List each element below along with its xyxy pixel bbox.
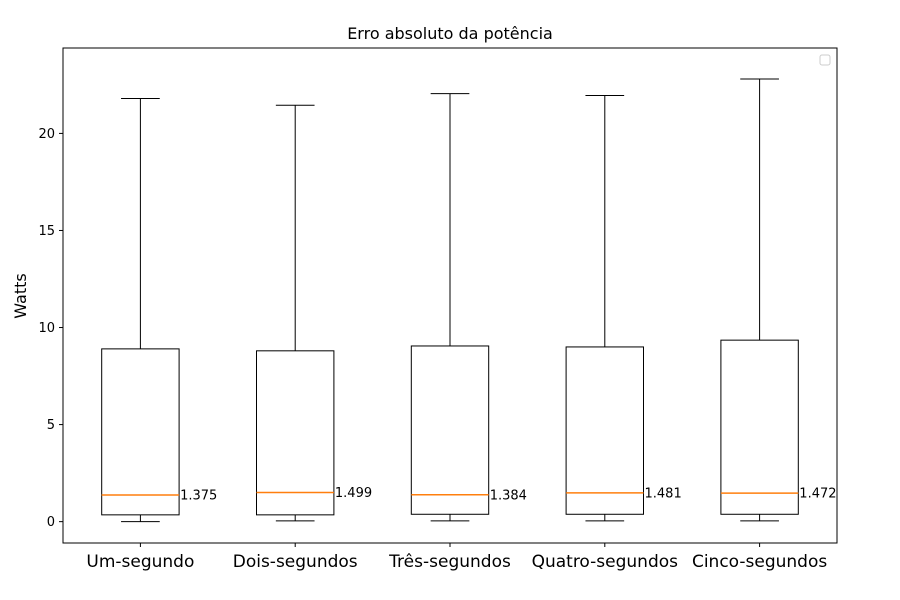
box-2: 1.499 xyxy=(256,104,372,522)
x-tick-label: Cinco-segundos xyxy=(692,552,827,572)
median-label: 1.375 xyxy=(180,488,217,503)
median-label: 1.481 xyxy=(645,486,682,501)
box-iqr xyxy=(410,345,490,515)
x-axis: Um-segundo Dois-segundos Três-segundos Quat… xyxy=(86,543,827,572)
box-iqr xyxy=(720,339,799,515)
x-tick-label: Quatro-segundos xyxy=(532,552,679,572)
y-tick-label: 15 xyxy=(38,224,55,239)
box-4: 1.481 xyxy=(565,95,682,522)
box-3: 1.384 xyxy=(410,93,527,522)
y-tick-label: 5 xyxy=(47,418,55,433)
box-5: 1.472 xyxy=(720,78,837,522)
chart-title: Erro absoluto da potência xyxy=(347,24,553,43)
y-tick-label: 10 xyxy=(38,321,55,336)
median-label: 1.384 xyxy=(490,488,527,503)
box-1: 1.375 xyxy=(101,97,217,523)
x-tick-label: Três-segundos xyxy=(388,552,511,572)
box-iqr xyxy=(565,346,644,515)
x-tick-label: Um-segundo xyxy=(86,552,194,572)
box-iqr xyxy=(256,350,335,516)
median-label: 1.499 xyxy=(335,486,372,501)
median-label: 1.472 xyxy=(799,487,836,502)
y-tick-label: 0 xyxy=(47,515,55,530)
box-iqr xyxy=(101,348,180,516)
legend-box xyxy=(819,54,831,66)
y-tick-label: 20 xyxy=(38,127,55,142)
y-axis: 0 5 10 15 20 xyxy=(38,127,63,530)
boxes-group: 1.375 1.499 1.384 1.481 1.472 xyxy=(101,78,837,523)
y-axis-label: Watts xyxy=(11,273,30,318)
x-tick-label: Dois-segundos xyxy=(233,552,358,572)
